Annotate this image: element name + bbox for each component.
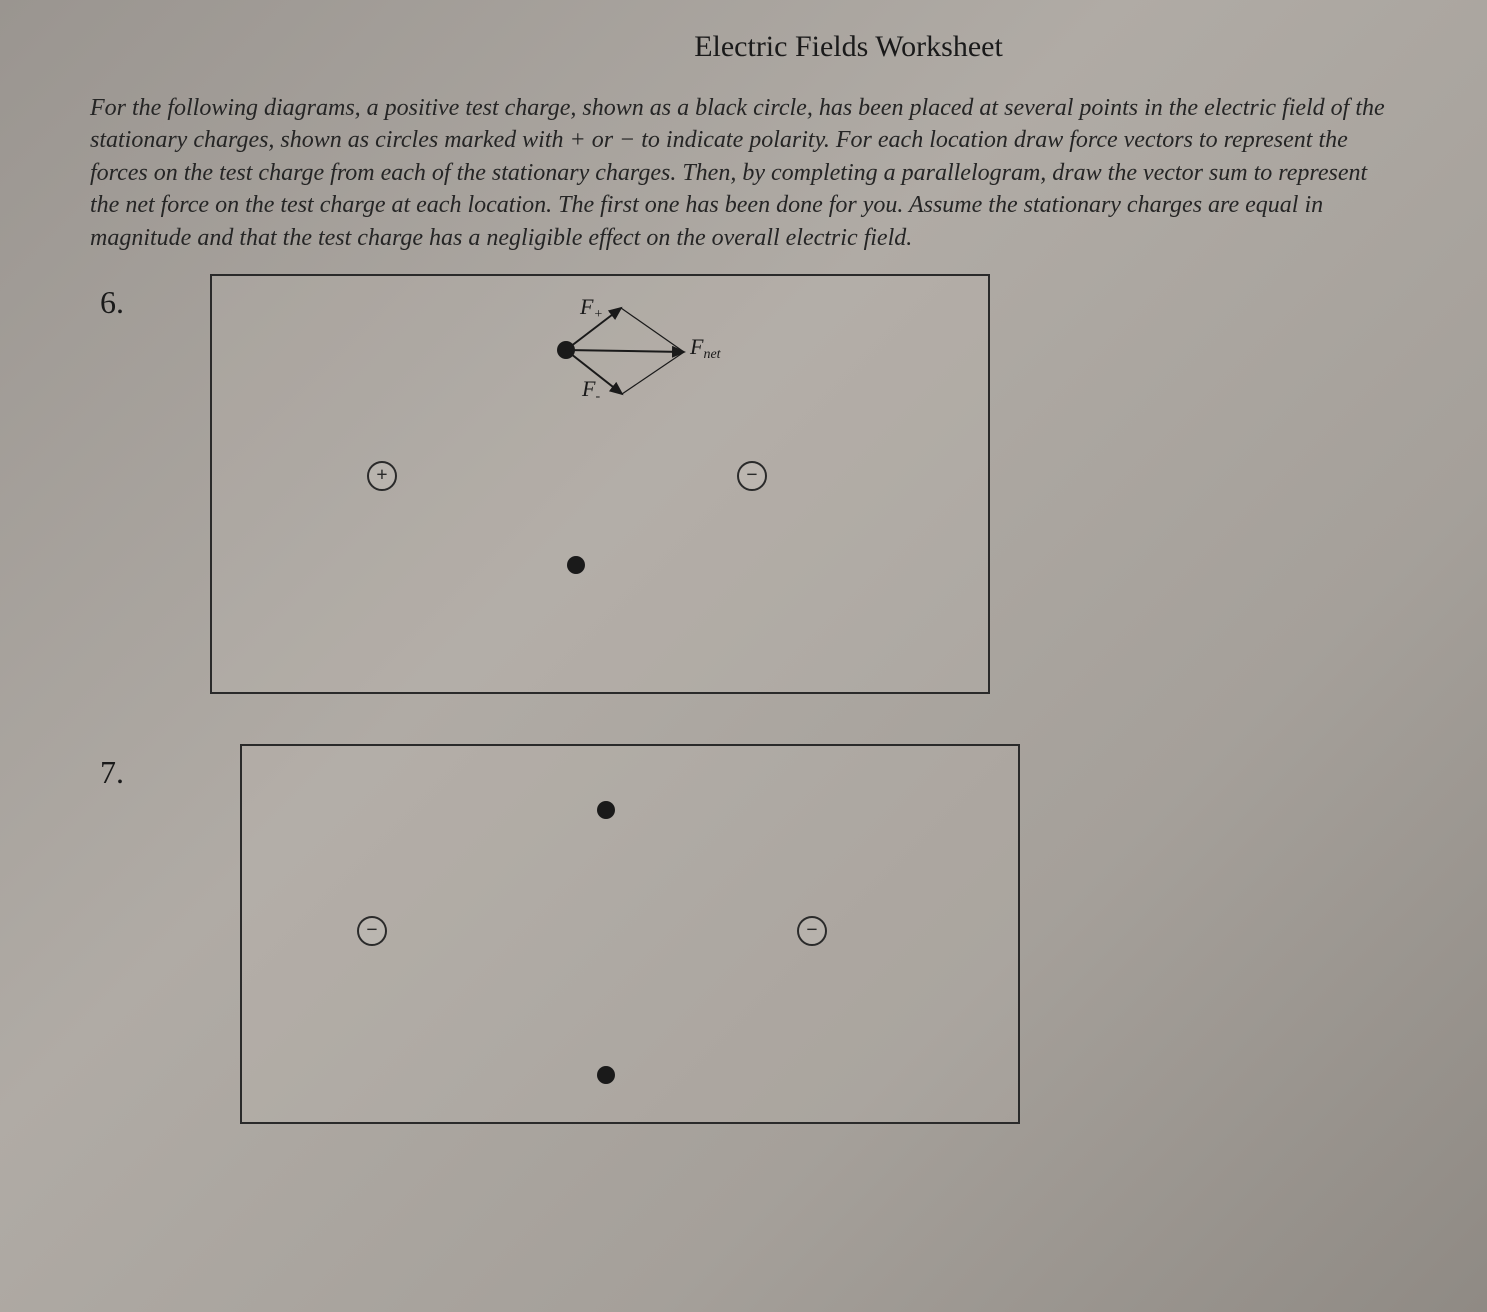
problem-7-row: 7. − − xyxy=(90,744,1407,1124)
test-charge-bottom xyxy=(567,556,585,574)
instructions-text: For the following diagrams, a positive t… xyxy=(90,92,1390,254)
charge-sign-minus-right: − xyxy=(806,919,817,942)
label-f-plus: F+ xyxy=(580,294,603,320)
problem-6-diagram: + − F+ xyxy=(210,274,990,694)
problem-6-row: 6. + − xyxy=(90,274,1407,694)
charge-sign-minus-left: − xyxy=(366,919,377,942)
stationary-charge-negative-right: − xyxy=(797,916,827,946)
stationary-charge-negative: − xyxy=(737,461,767,491)
page-title: Electric Fields Worksheet xyxy=(290,30,1407,64)
stationary-charge-positive: + xyxy=(367,461,397,491)
stationary-charge-negative-left: − xyxy=(357,916,387,946)
problem-7-number: 7. xyxy=(90,744,210,791)
test-charge-bottom-7 xyxy=(597,1066,615,1084)
label-f-minus: F- xyxy=(582,376,600,402)
problem-7-diagram: − − xyxy=(240,744,1020,1124)
example-vectors-svg xyxy=(212,276,992,696)
charge-sign-minus: − xyxy=(746,464,757,487)
charge-sign-plus: + xyxy=(376,464,387,487)
test-charge-top xyxy=(557,341,575,359)
test-charge-top-7 xyxy=(597,801,615,819)
problem-6-number: 6. xyxy=(90,274,210,321)
label-f-net: Fnet xyxy=(690,334,721,360)
